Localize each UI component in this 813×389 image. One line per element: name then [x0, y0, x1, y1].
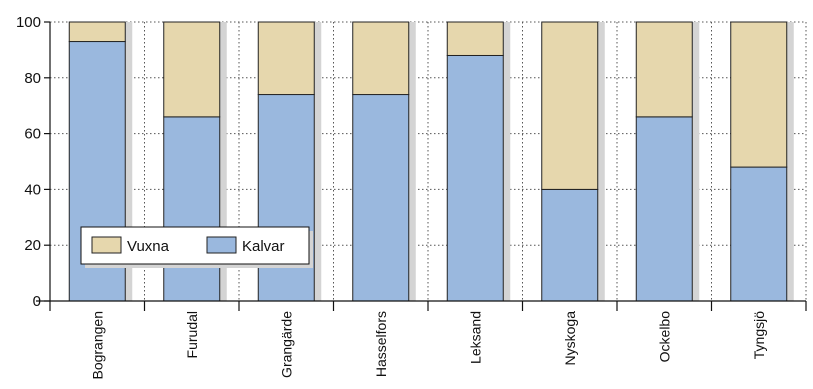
x-category-label-2: Grangärde: [278, 311, 294, 378]
y-tick-label-2: 40: [24, 181, 41, 198]
bar-kalvar-3: [352, 94, 410, 302]
bar-kalvar-2: [257, 94, 315, 302]
bar-kalvar-1: [163, 116, 221, 302]
bar-shadow-7: [786, 22, 794, 301]
bar-vuxna-5: [541, 21, 599, 190]
bar-vuxna-0: [68, 21, 126, 43]
bar-kalvar-5: [541, 188, 599, 302]
x-category-label-4: Leksand: [467, 311, 483, 364]
bar-vuxna-1: [163, 21, 221, 118]
legend-label-kalvar: Kalvar: [242, 238, 285, 255]
bar-shadow-4: [503, 22, 511, 301]
bar-shadow-1: [219, 22, 227, 301]
bar-vuxna-7: [730, 21, 788, 168]
bar-shadow-0: [125, 22, 133, 301]
x-category-label-3: Hasselfors: [373, 311, 389, 377]
x-category-label-1: Furudal: [184, 311, 200, 358]
bar-shadow-6: [692, 22, 700, 301]
x-category-label-7: Tyngsjö: [751, 311, 767, 359]
bar-vuxna-6: [635, 21, 693, 118]
x-category-label-0: Bograngen: [89, 311, 105, 380]
bar-vuxna-3: [352, 21, 410, 96]
legend-swatch-kalvar: [206, 236, 237, 254]
x-category-label-6: Ockelbo: [656, 311, 672, 363]
y-tick-label-5: 100: [16, 14, 41, 31]
y-tick-label-1: 20: [24, 237, 41, 254]
bar-vuxna-4: [446, 21, 504, 56]
bar-vuxna-2: [257, 21, 315, 96]
legend-swatch-vuxna: [91, 236, 122, 254]
bar-shadow-5: [597, 22, 605, 301]
y-tick-label-3: 60: [24, 126, 41, 143]
bar-shadow-3: [408, 22, 416, 301]
x-category-label-5: Nyskoga: [562, 311, 578, 366]
bar-kalvar-6: [635, 116, 693, 302]
legend-label-vuxna: Vuxna: [127, 238, 170, 255]
bar-kalvar-7: [730, 166, 788, 302]
bar-kalvar-4: [446, 54, 504, 302]
bar-shadow-2: [314, 22, 322, 301]
y-tick-label-4: 80: [24, 70, 41, 87]
